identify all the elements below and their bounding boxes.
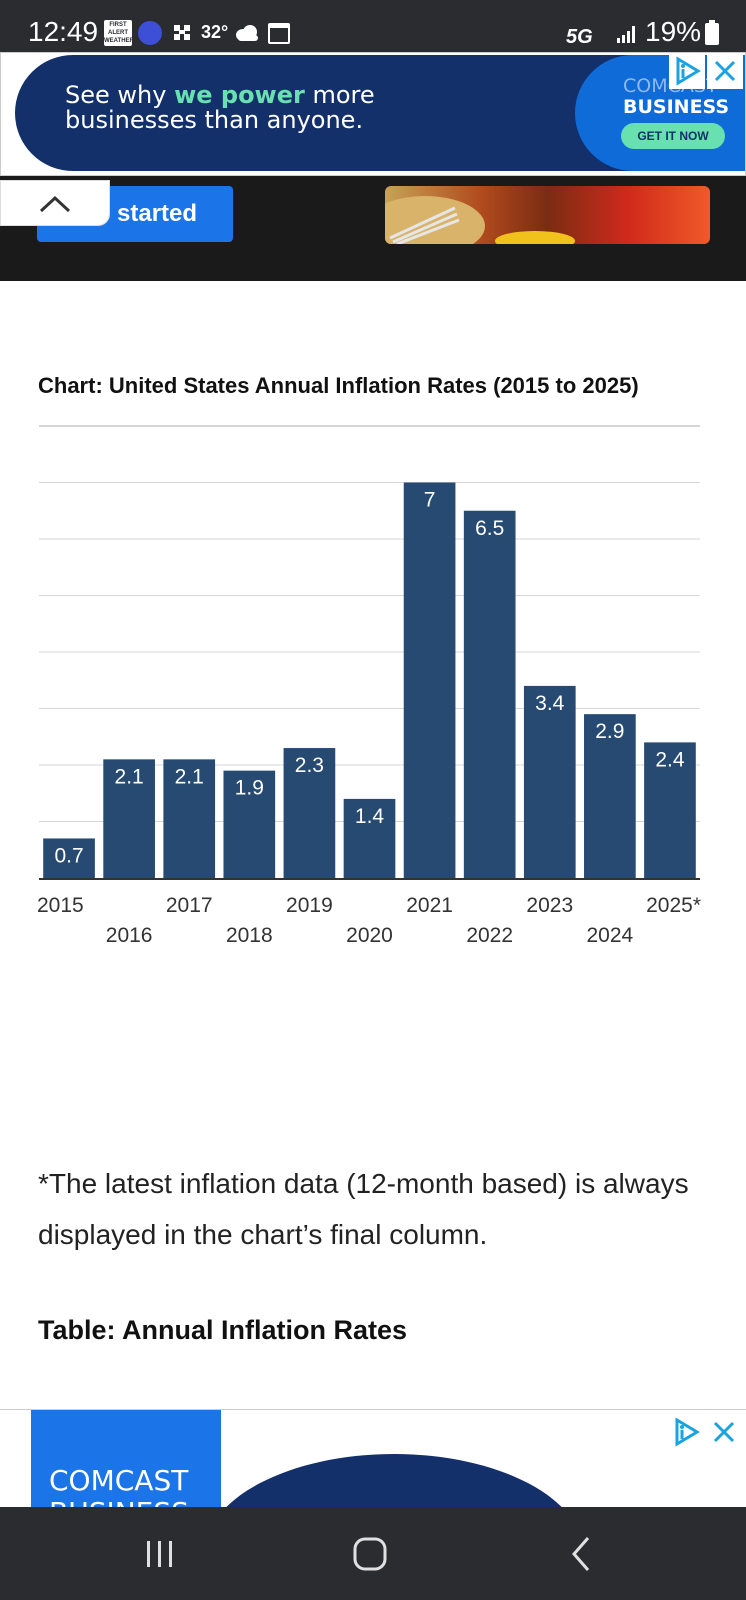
hero-strip: started (0, 176, 746, 281)
status-time: 12:49 (28, 16, 99, 47)
hero-food-image (385, 186, 710, 244)
battery-icon (705, 20, 719, 45)
chart-bar (43, 838, 95, 878)
ad-bottom-brand: COMCAST BUSINESS (49, 1464, 189, 1508)
calendar-icon (268, 23, 290, 44)
first-alert-weather-icon: FIRST ALERT WEATHER (104, 20, 134, 46)
chart-data-label: 2.1 (115, 765, 144, 788)
chart-bar (644, 742, 696, 878)
ad-headline: See why we power more businesses than an… (65, 83, 375, 133)
ad-headline-highlight: we power (174, 81, 305, 109)
chart-data-label: 2.4 (655, 748, 685, 771)
chart-data-label: 1.9 (235, 777, 264, 800)
ad-close-icon[interactable] (707, 53, 743, 89)
ad-choices-icon[interactable] (669, 53, 705, 89)
recent-apps-icon (147, 1541, 172, 1567)
home-icon (353, 1537, 387, 1571)
chart-tick-label: 2019 (286, 894, 333, 917)
ad-choices-icon[interactable] (668, 1414, 704, 1450)
bottom-ad-banner[interactable]: COMCAST BUSINESS (0, 1409, 746, 1507)
back-button[interactable] (520, 1507, 640, 1600)
back-icon (572, 1537, 590, 1571)
chevron-up-icon (39, 195, 71, 213)
chart-title: Chart: United States Annual Inflation Ra… (26, 373, 639, 403)
ad-close-icon[interactable] (706, 1414, 742, 1450)
chart-tick-label: 2025* (646, 894, 701, 917)
home-button[interactable] (310, 1507, 430, 1600)
chart-data-label: 7 (424, 489, 436, 512)
system-nav-bar (0, 1507, 746, 1600)
chart-data-label: 2.9 (595, 720, 624, 743)
chart-tick-label: 2016 (106, 924, 153, 947)
recent-apps-button[interactable] (100, 1507, 220, 1600)
chart-tick-label: 2015 (37, 894, 84, 917)
ad-bottom-brand-panel (31, 1410, 221, 1507)
status-bar: 12:49 FIRST ALERT WEATHER 32° 5G 19% (0, 0, 746, 52)
signal-icon (617, 26, 635, 43)
chart-tick-label: 2017 (166, 894, 213, 917)
chart-bar (103, 759, 155, 878)
ad-headline-part: See why (65, 81, 175, 109)
chart-bar (163, 759, 216, 878)
ad-headline-line2: businesses than anyone. (65, 106, 364, 134)
chart-footnote: *The latest inflation data (12-month bas… (38, 1168, 689, 1250)
chart-data-label: 2.3 (295, 754, 324, 777)
chart-tick-label: 2018 (226, 924, 273, 947)
chart-bar (463, 510, 516, 878)
chart-tick-label: 2022 (466, 924, 513, 947)
chart-data-label: 1.4 (355, 805, 385, 828)
table-heading: Table: Annual Inflation Rates (38, 1315, 408, 1345)
chart-bar (584, 714, 636, 878)
chart-bar (403, 482, 456, 878)
chart-data-label: 6.5 (475, 517, 504, 540)
ad-headline-part: more (304, 81, 375, 109)
inflation-bar-chart: 0.7 2.1 2.1 1.9 2.3 1.4 7 6.5 3.4 2.9 2.4 2015 2016 2… (37, 425, 701, 947)
network-type: 5G (566, 26, 593, 48)
chart-tick-label: 2024 (587, 924, 634, 947)
collapse-ad-button[interactable] (0, 180, 110, 226)
cloud-icon (236, 25, 258, 41)
chart-tick-label: 2021 (406, 894, 453, 917)
chart-bar (343, 798, 396, 878)
status-temperature: 32° (201, 22, 229, 42)
battery-percent: 19% (645, 16, 702, 47)
weather-channel-icon (138, 21, 162, 45)
chart-bar (223, 770, 276, 878)
chart-tick-label: 2023 (526, 894, 573, 917)
ad-brand-line2: BUSINESS (623, 96, 730, 118)
top-ad-banner[interactable]: See why we power more businesses than an… (0, 52, 746, 176)
chart-bar (523, 685, 576, 878)
chart-tick-label: 2020 (346, 924, 393, 947)
chart-data-label: 2.1 (175, 765, 204, 788)
ad-bottom-brand-line1: COMCAST (49, 1464, 189, 1497)
chart-data-label: 0.7 (54, 844, 83, 867)
ad-bottom-graphic (204, 1454, 584, 1507)
network-tether-icon (174, 25, 190, 40)
chart-bar (283, 748, 336, 878)
chart-data-label: 3.4 (535, 692, 565, 715)
ad-cta-button[interactable]: GET IT NOW (621, 123, 725, 149)
ad-bottom-brand-line2: BUSINESS (49, 1496, 189, 1508)
